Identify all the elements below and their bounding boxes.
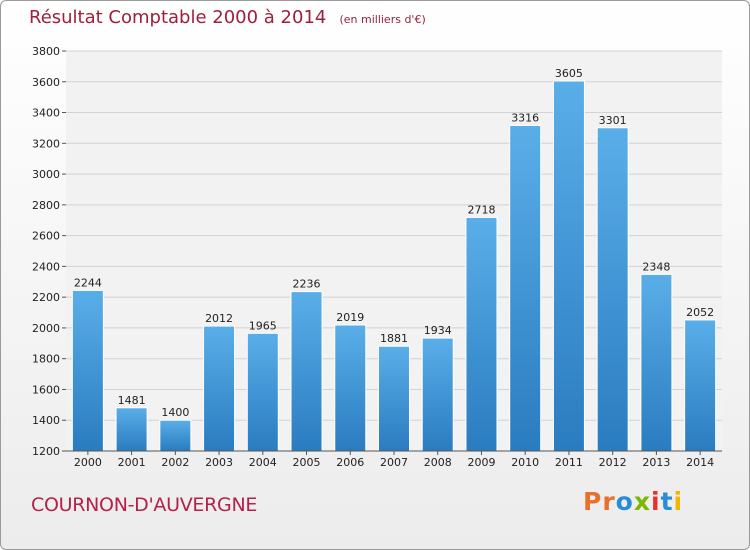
chart-subtitle: (en milliers d'€) — [339, 13, 426, 26]
bar-2008 — [421, 337, 454, 452]
data-label-2008: 1934 — [424, 324, 452, 337]
data-label-2002: 1400 — [161, 406, 189, 419]
chart-header: Résultat Comptable 2000 à 2014 (en milli… — [29, 7, 426, 28]
data-label-2000: 2244 — [74, 276, 102, 289]
x-tick-label-2002: 2002 — [161, 456, 189, 469]
x-tick-label-2012: 2012 — [599, 456, 627, 469]
y-tick-label: 1600 — [32, 383, 60, 396]
x-tick-label-2001: 2001 — [118, 456, 146, 469]
brand-letter: i — [673, 487, 684, 516]
bar-2013 — [640, 273, 673, 452]
bar-2009 — [465, 216, 498, 452]
y-axis-ticks: 1200 1400 1600 1800 2000 2200 2400 2600 2800 3000… — [32, 45, 66, 458]
y-tick-label: 3000 — [32, 168, 60, 181]
x-tick-label-2013: 2013 — [642, 456, 670, 469]
y-tick-label: 1400 — [32, 414, 60, 427]
y-tick-label: 3200 — [32, 137, 60, 150]
y-tick-label: 3600 — [32, 76, 60, 89]
brand-letter: r — [602, 487, 616, 516]
x-tick-label-2014: 2014 — [686, 456, 714, 469]
y-tick-label: 2400 — [32, 260, 60, 273]
bar-2012 — [596, 127, 629, 452]
y-tick-label: 1200 — [32, 445, 60, 458]
data-label-2007: 1881 — [380, 332, 408, 345]
data-label-2014: 2052 — [686, 306, 714, 319]
bar-2004 — [246, 332, 279, 452]
brand-letter: o — [615, 487, 634, 516]
x-axis-ticks: 2000 2001 2002 2003 2004 2005 2006 2007 2008 2009… — [74, 451, 714, 469]
x-tick-label-2003: 2003 — [205, 456, 233, 469]
data-label-2012: 3301 — [599, 114, 627, 127]
x-tick-label-2008: 2008 — [424, 456, 452, 469]
data-label-2006: 2019 — [336, 311, 364, 324]
brand-letter: x — [633, 487, 651, 516]
bar-2005 — [290, 291, 323, 452]
y-tick-label: 2000 — [32, 322, 60, 335]
brand-logo: Proxiti — [583, 487, 683, 516]
x-tick-label-2011: 2011 — [555, 456, 583, 469]
x-tick-label-2010: 2010 — [511, 456, 539, 469]
x-tick-label-2005: 2005 — [293, 456, 321, 469]
data-label-2009: 2718 — [467, 203, 495, 216]
data-label-2001: 1481 — [118, 394, 146, 407]
bar-2011 — [552, 80, 585, 452]
x-tick-label-2007: 2007 — [380, 456, 408, 469]
bar-2001 — [115, 407, 148, 452]
y-tick-label: 3800 — [32, 45, 60, 58]
city-name: COURNON-D'AUVERGNE — [31, 494, 258, 516]
data-label-2010: 3316 — [511, 111, 539, 124]
chart-title: Résultat Comptable 2000 à 2014 — [29, 7, 327, 28]
bar-2014 — [684, 319, 717, 452]
data-label-2011: 3605 — [555, 67, 583, 80]
y-tick-label: 1800 — [32, 353, 60, 366]
data-label-2004: 1965 — [249, 319, 277, 332]
x-tick-label-2009: 2009 — [467, 456, 495, 469]
bar-2000 — [71, 289, 104, 452]
brand-letter: P — [583, 487, 603, 516]
bars: 2244 1481 1400 2012 1965 2236 2019 1881 1934 2718… — [71, 67, 717, 452]
bar-2006 — [334, 324, 367, 452]
data-label-2013: 2348 — [642, 260, 670, 273]
y-tick-label: 2800 — [32, 199, 60, 212]
y-tick-label: 2600 — [32, 230, 60, 243]
brand-letter: t — [660, 487, 674, 516]
y-tick-label: 2200 — [32, 291, 60, 304]
data-label-2005: 2236 — [293, 278, 321, 291]
bar-2003 — [203, 325, 236, 452]
x-tick-label-2000: 2000 — [74, 456, 102, 469]
bar-2010 — [509, 124, 542, 452]
y-tick-label: 3400 — [32, 107, 60, 120]
x-tick-label-2006: 2006 — [336, 456, 364, 469]
data-label-2003: 2012 — [205, 312, 233, 325]
bar-2007 — [378, 345, 410, 452]
brand-letter: i — [651, 487, 661, 516]
x-tick-label-2004: 2004 — [249, 456, 277, 469]
bar-2002 — [159, 419, 192, 452]
